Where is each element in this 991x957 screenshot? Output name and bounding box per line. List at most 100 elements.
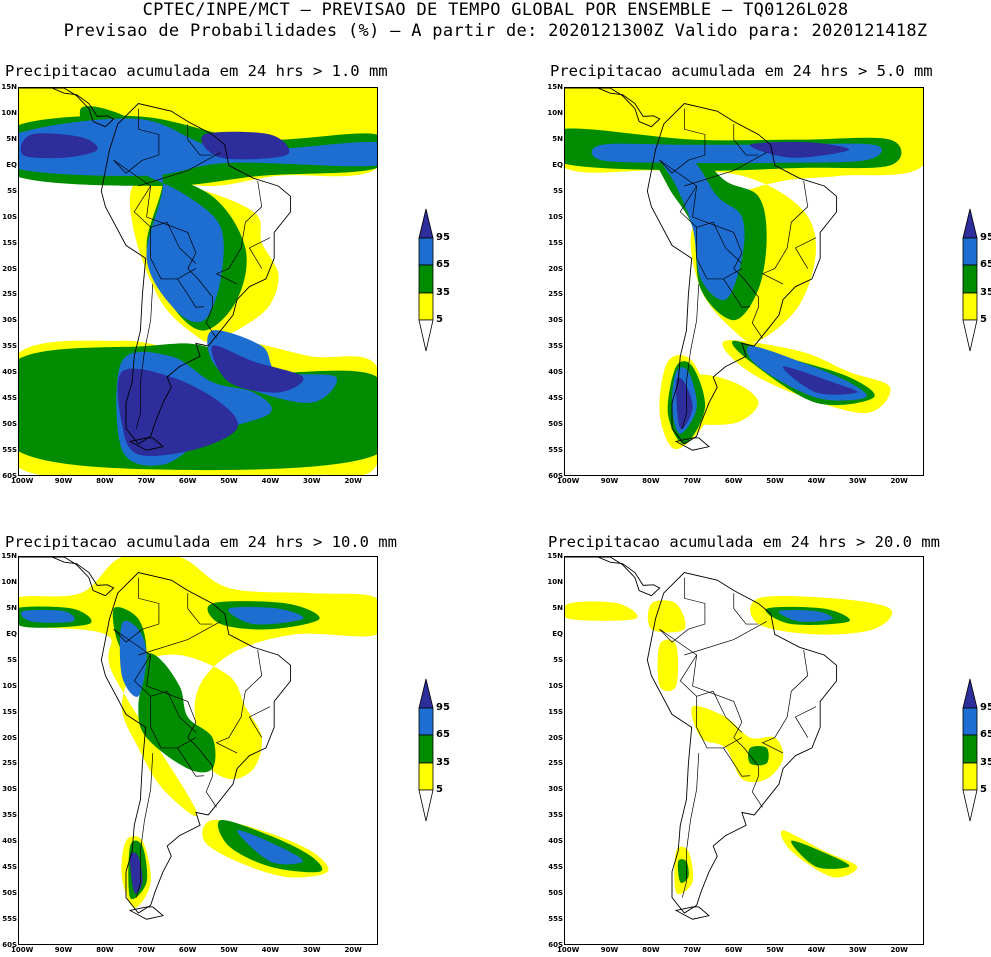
probability-area: [791, 840, 850, 869]
coastline: [565, 557, 661, 597]
country-border: [240, 180, 263, 249]
longitude-label: 100W: [10, 946, 34, 954]
colorbar-segment: [962, 237, 978, 266]
colorbar-segment: [418, 237, 434, 266]
colorbar-segment: [418, 678, 434, 709]
longitude-label: 90W: [54, 946, 73, 954]
probability-area: [657, 639, 679, 692]
latitude-label: 30S: [548, 316, 563, 325]
probability-area: [129, 852, 143, 894]
probability-area: [207, 330, 337, 403]
latitude-label: 15N: [547, 83, 563, 91]
coastline: [128, 437, 164, 451]
probability-area: [659, 152, 745, 301]
latitude-label: EQ: [6, 629, 17, 638]
longitude-label: 100W: [556, 946, 580, 954]
probability-area: [647, 600, 686, 633]
colorbar-segment: [962, 762, 978, 791]
colorbar-label: 5: [980, 784, 987, 795]
longitude-label: 70W: [137, 477, 155, 485]
country-border: [113, 577, 160, 643]
country-border: [681, 284, 700, 429]
country-border: [696, 258, 743, 280]
latitude-label: 10N: [547, 577, 563, 586]
probability-area: [748, 745, 769, 766]
country-border: [681, 753, 700, 898]
country-border: [187, 593, 213, 625]
latitude-label: 50S: [2, 420, 17, 429]
probability-map: [18, 556, 378, 945]
latitude-label: 20S: [2, 264, 17, 273]
latitude-label: 35S: [548, 342, 563, 351]
country-border: [177, 278, 205, 308]
latitude-label: 40S: [2, 368, 17, 377]
latitude-label: 15S: [2, 707, 17, 716]
longitude-label: 80W: [642, 946, 660, 954]
latitude-label: 5N: [552, 603, 563, 612]
probability-map: [564, 87, 924, 476]
colorbar-segment: [418, 264, 434, 294]
latitude-label: 10N: [547, 108, 563, 117]
country-border: [761, 716, 788, 754]
probability-area: [20, 133, 98, 159]
country-border: [113, 159, 217, 339]
country-border: [187, 124, 213, 156]
longitude-label: 60W: [724, 477, 743, 485]
colorbar-segment: [962, 734, 978, 764]
latitude-label: 35S: [548, 811, 563, 820]
country-border: [659, 159, 763, 339]
country-border: [133, 185, 152, 259]
colorbar-label: 35: [980, 287, 991, 298]
colorbar-label: 35: [436, 757, 450, 768]
longitude-label: 70W: [683, 946, 701, 954]
colorbar-segment: [962, 678, 978, 709]
longitude-label: 30W: [303, 946, 321, 954]
latitude-label: EQ: [6, 160, 17, 169]
longitude-label: 20W: [890, 946, 908, 954]
country-border: [150, 690, 197, 733]
latitude-label: 45S: [2, 394, 17, 403]
probability-area: [782, 366, 858, 395]
country-border: [733, 593, 759, 625]
latitude-label: 10S: [548, 681, 563, 690]
latitude-label: 5S: [7, 186, 17, 195]
latitude-label: 15S: [2, 238, 17, 247]
latitude-label: EQ: [552, 160, 563, 169]
country-border: [150, 727, 197, 749]
country-border: [659, 108, 706, 174]
colorbar-segment: [962, 319, 978, 352]
colorbar-segment: [418, 789, 434, 822]
colorbar-label: 95: [436, 702, 450, 713]
coastline: [100, 103, 292, 445]
country-border: [248, 237, 271, 269]
longitude-label: 20W: [344, 946, 362, 954]
latitude-label: 5S: [553, 655, 563, 664]
latitude-label: 35S: [2, 342, 17, 351]
probability-area: [749, 141, 850, 158]
longitude-label: 50W: [220, 477, 238, 485]
country-border: [679, 185, 698, 259]
country-border: [133, 654, 152, 728]
coastline: [100, 572, 292, 914]
latitude-label: 20S: [548, 264, 563, 273]
colorbar-segment: [418, 707, 434, 736]
colorbar-segment: [962, 264, 978, 294]
country-border: [215, 247, 242, 285]
probability-area: [201, 131, 290, 160]
country-border: [696, 221, 743, 264]
colorbar-legend: 95 65 35 5: [962, 678, 991, 823]
country-border: [659, 628, 763, 808]
coastline: [674, 437, 710, 451]
probability-area: [228, 606, 304, 625]
latitude-label: 40S: [548, 837, 563, 846]
latitude-label: 55S: [548, 915, 563, 924]
latitude-label: 20S: [548, 733, 563, 742]
latitude-label: 35S: [2, 811, 17, 820]
latitude-label: 45S: [2, 863, 17, 872]
country-border: [138, 621, 221, 656]
latitude-label: 10S: [2, 212, 17, 221]
latitude-label: 45S: [548, 863, 563, 872]
country-border: [696, 690, 743, 733]
latitude-label: 50S: [2, 889, 17, 898]
colorbar-label: 5: [980, 314, 987, 325]
